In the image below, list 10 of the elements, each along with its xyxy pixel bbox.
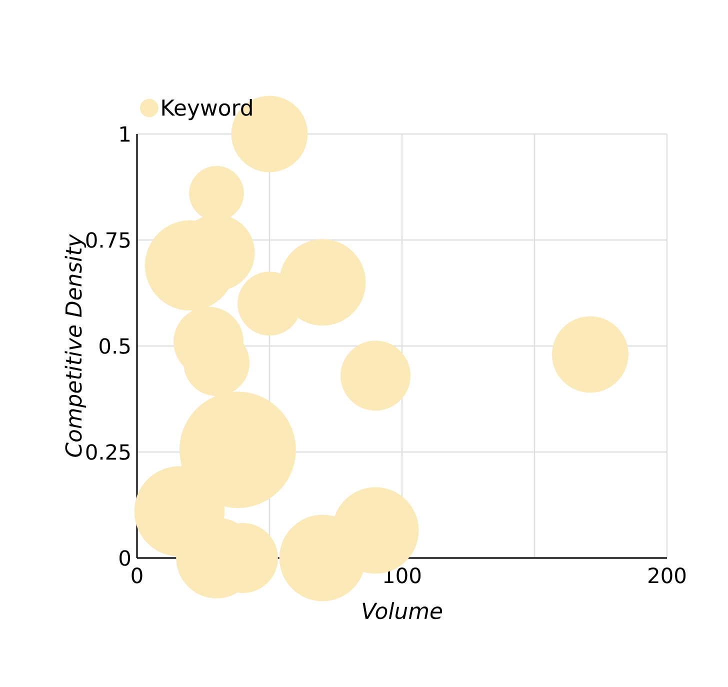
y-tick-label: 0.25 — [86, 444, 130, 460]
y-axis-title: Competitive Density — [64, 234, 86, 457]
x-tick-label: 0 — [132, 568, 142, 584]
y-tick-label: 1 — [120, 126, 130, 142]
y-tick-label: 0.5 — [100, 338, 130, 354]
legend-label: Keyword — [162, 98, 252, 120]
y-tick-label: 0 — [120, 550, 130, 566]
x-tick-label: 200 — [648, 568, 686, 584]
y-tick-label: 0.75 — [86, 232, 130, 248]
x-axis-title: Volume — [362, 602, 442, 620]
